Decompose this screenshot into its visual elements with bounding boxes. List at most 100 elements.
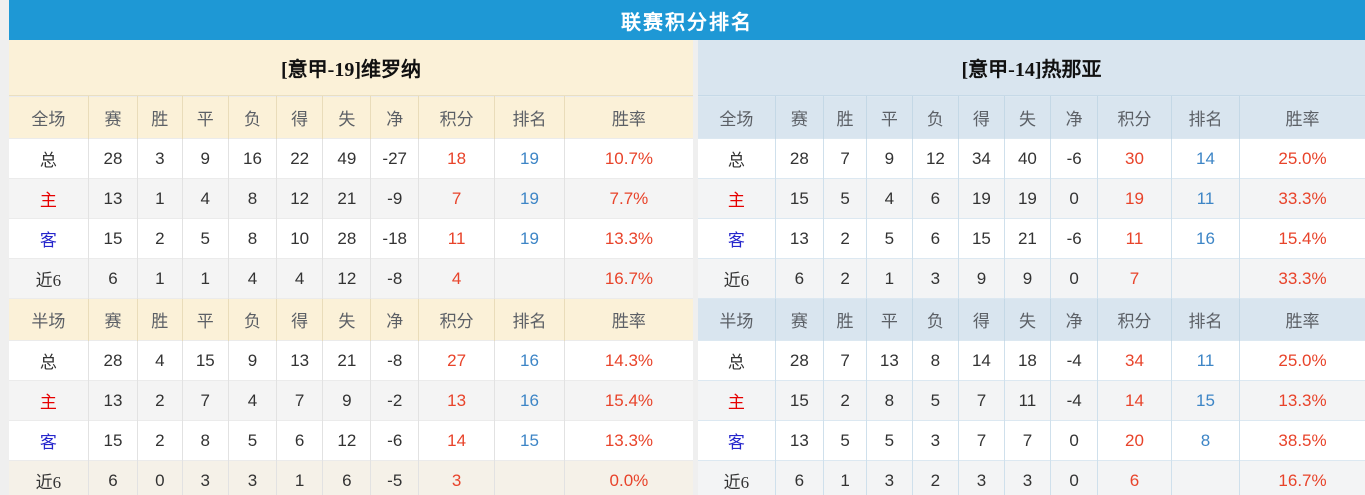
row-label-away: 客 (698, 420, 776, 461)
stat-cell: 13 (866, 340, 913, 381)
stat-row: 总 28 4 15 9 13 21 -8 27 16 14.3% (9, 340, 693, 381)
row-label-total: 总 (698, 138, 776, 179)
column-header: 得 (958, 298, 1005, 341)
stat-cell: -5 (370, 460, 420, 495)
row-label-away: 客 (9, 218, 89, 259)
stat-cell: 34 (958, 138, 1005, 179)
team-name-verona: [意甲-19]维罗纳 (9, 40, 693, 96)
rank-cell (494, 258, 565, 299)
points-cell: 18 (418, 138, 496, 179)
column-header: 失 (322, 298, 372, 341)
stat-cell: 1 (823, 460, 868, 495)
stat-cell: 6 (276, 420, 324, 461)
stat-cell: 1 (137, 178, 183, 219)
column-header: 得 (276, 96, 324, 139)
stat-cell: 0 (1050, 258, 1098, 299)
column-header: 净 (1050, 96, 1098, 139)
stat-cell: 28 (88, 340, 139, 381)
column-header: 得 (276, 298, 324, 341)
stat-cell: 0 (1050, 460, 1098, 495)
rank-cell: 16 (494, 380, 565, 421)
stat-cell: 6 (322, 460, 372, 495)
stat-cell: 15 (775, 178, 824, 219)
stat-cell: 15 (958, 218, 1005, 259)
stat-cell: 12 (322, 258, 372, 299)
stat-cell: 3 (912, 258, 960, 299)
rank-cell: 16 (1171, 218, 1241, 259)
win-rate-cell: 33.3% (1239, 178, 1365, 219)
stat-cell: 21 (322, 178, 372, 219)
win-rate-cell: 25.0% (1239, 340, 1365, 381)
win-rate-cell: 16.7% (564, 258, 693, 299)
column-header: 失 (1004, 96, 1052, 139)
rank-cell: 19 (494, 138, 565, 179)
stat-cell: 18 (1004, 340, 1052, 381)
stat-cell: 28 (775, 138, 824, 179)
column-header: 净 (370, 96, 420, 139)
stat-cell: 16 (228, 138, 277, 179)
points-cell: 14 (1097, 380, 1173, 421)
stat-cell: -27 (370, 138, 420, 179)
points-cell: 34 (1097, 340, 1173, 381)
widget-title-bar: 联赛积分排名 (9, 0, 1365, 40)
stat-cell: 8 (182, 420, 230, 461)
stat-cell: 6 (88, 460, 139, 495)
stat-cell: 0 (1050, 178, 1098, 219)
stat-cell: -8 (370, 258, 420, 299)
stat-row: 近6 6 1 3 2 3 3 0 6 16.7% (698, 460, 1365, 495)
column-header: 平 (182, 298, 230, 341)
stat-cell: 6 (775, 460, 824, 495)
column-header: 胜率 (1239, 298, 1365, 341)
stat-cell: 15 (88, 218, 139, 259)
column-header: 净 (1050, 298, 1098, 341)
win-rate-cell: 0.0% (564, 460, 693, 495)
stats-table-verona: 全场赛胜平负得失净积分 排名 胜率总 28 3 9 16 22 49 -27 18 19 10.7% 主 1… (9, 96, 693, 495)
win-rate-cell: 15.4% (1239, 218, 1365, 259)
stat-cell: 4 (228, 258, 277, 299)
stat-cell: 5 (866, 218, 913, 259)
row-label-recent: 近6 (9, 460, 89, 495)
win-rate-cell: 15.4% (564, 380, 693, 421)
stat-cell: 3 (912, 420, 960, 461)
column-header: 失 (322, 96, 372, 139)
row-label-away: 客 (9, 420, 89, 461)
stat-cell: 4 (137, 340, 183, 381)
team-panel-genoa: [意甲-14]热那亚 全场赛胜平负得失净积分 排名 胜率总 28 7 9 12 34 40 -6 3… (698, 40, 1365, 495)
stat-cell: 9 (322, 380, 372, 421)
stat-cell: 12 (912, 138, 960, 179)
row-label-recent: 近6 (698, 258, 776, 299)
column-header: 平 (866, 298, 913, 341)
column-header: 胜率 (1239, 96, 1365, 139)
stat-cell: 13 (276, 340, 324, 381)
stat-cell: 28 (322, 218, 372, 259)
stat-cell: 7 (182, 380, 230, 421)
stat-cell: -4 (1050, 340, 1098, 381)
rank-cell: 15 (1171, 380, 1241, 421)
stat-cell: 10 (276, 218, 324, 259)
rank-cell: 11 (1171, 178, 1241, 219)
column-header: 平 (866, 96, 913, 139)
column-header: 积分 (1097, 298, 1173, 341)
rank-cell (1171, 258, 1241, 299)
stat-cell: 2 (137, 420, 183, 461)
stat-cell: 40 (1004, 138, 1052, 179)
stat-row: 近6 6 2 1 3 9 9 0 7 33.3% (698, 258, 1365, 299)
win-rate-cell: 25.0% (1239, 138, 1365, 179)
win-rate-cell: 16.7% (1239, 460, 1365, 495)
stat-cell: 3 (228, 460, 277, 495)
points-cell: 4 (418, 258, 496, 299)
points-cell: 11 (418, 218, 496, 259)
stat-cell: 5 (182, 218, 230, 259)
stat-cell: 7 (958, 380, 1005, 421)
row-label-total: 总 (9, 138, 89, 179)
stat-cell: 21 (322, 340, 372, 381)
stat-cell: 5 (823, 178, 868, 219)
rank-cell: 8 (1171, 420, 1241, 461)
column-header: 排名 (494, 298, 565, 341)
rank-cell: 19 (494, 178, 565, 219)
stat-cell: 9 (958, 258, 1005, 299)
points-cell: 3 (418, 460, 496, 495)
points-cell: 11 (1097, 218, 1173, 259)
stat-cell: 6 (912, 178, 960, 219)
stat-cell: 2 (912, 460, 960, 495)
